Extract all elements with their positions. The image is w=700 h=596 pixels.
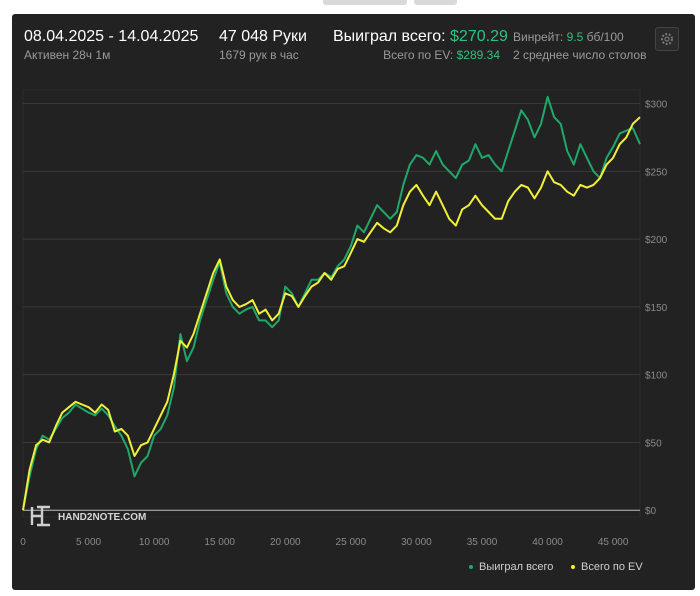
y-tick-label: $300 — [645, 100, 668, 111]
ev-value: $289.34 — [456, 48, 500, 62]
won-label: Выиграл всего: — [333, 28, 446, 45]
x-tick-label: 40 000 — [532, 537, 563, 548]
watermark-text: HAND2NOTE.COM — [58, 512, 146, 523]
legend-ev-label: Всего по EV — [581, 561, 643, 573]
x-tick-label: 45 000 — [598, 537, 629, 548]
legend-ev: Всего по EV — [571, 561, 643, 573]
gear-icon — [661, 33, 673, 45]
winrate-value: 9.5 — [566, 30, 584, 44]
graph-panel — [12, 14, 695, 590]
x-tick-label: 0 — [20, 537, 26, 548]
x-tick-label: 10 000 — [139, 537, 170, 548]
series-line-won — [22, 95, 641, 511]
won-total: Выиграл всего: $270.29 — [333, 28, 508, 46]
x-tick-label: 20 000 — [270, 537, 301, 548]
winrate-unit: бб/100 — [586, 30, 624, 44]
x-tick-label: 35 000 — [467, 537, 498, 548]
x-tick-label: 30 000 — [401, 537, 432, 548]
active-time: Активен 28ч 1м — [24, 48, 111, 62]
ev-total: Всего по EV: $289.34 — [383, 48, 500, 62]
x-tick-label: 15 000 — [204, 537, 235, 548]
hand2note-logo — [30, 505, 50, 527]
date-range: 08.04.2025 - 14.04.2025 — [24, 28, 199, 45]
top-tab-stub-left — [323, 0, 407, 5]
settings-button[interactable] — [655, 27, 679, 51]
y-tick-label: $150 — [645, 303, 668, 314]
hands-per-hour: 1679 рук в час — [219, 48, 299, 62]
legend-won: Выиграл всего — [469, 561, 553, 573]
winrate: Винрейт: 9.5 бб/100 — [513, 30, 624, 44]
y-tick-label: $50 — [645, 438, 662, 449]
legend-won-marker — [469, 565, 473, 570]
series-line-ev — [22, 116, 641, 511]
y-tick-label: $100 — [645, 371, 668, 382]
x-tick-label: 5 000 — [76, 537, 101, 548]
y-tick-label: $200 — [645, 235, 668, 246]
hands-count: 47 048 Руки — [219, 28, 307, 45]
logo-mark-icon — [30, 505, 50, 527]
won-value: $270.29 — [450, 28, 508, 45]
legend-won-label: Выиграл всего — [479, 561, 554, 573]
ev-label: Всего по EV: — [383, 48, 454, 62]
average-tables: 2 среднее число столов — [513, 48, 647, 62]
top-tab-stub-right — [414, 0, 457, 5]
plot-area — [22, 89, 641, 518]
winrate-label: Винрейт: — [513, 30, 564, 44]
y-tick-label: $0 — [645, 506, 657, 517]
x-tick-label: 25 000 — [336, 537, 367, 548]
legend-ev-marker — [571, 565, 575, 570]
y-tick-label: $250 — [645, 167, 668, 178]
